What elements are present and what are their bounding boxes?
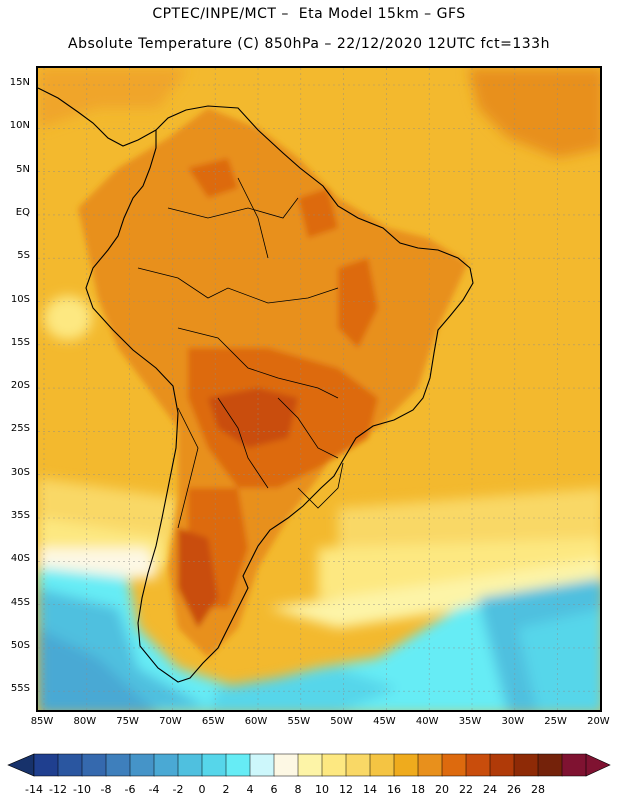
- colorbar-label: 26: [507, 783, 521, 796]
- colorbar-label: 20: [435, 783, 449, 796]
- lon-label: 75W: [116, 716, 139, 727]
- lat-label: 5S: [17, 250, 30, 262]
- colorbar-swatch: [513, 753, 539, 777]
- lat-label: 30S: [10, 466, 30, 478]
- lon-label: 35W: [458, 716, 482, 727]
- lon-label: 80W: [73, 716, 97, 727]
- colorbar-label: 16: [387, 783, 401, 796]
- colorbar-label: -4: [148, 783, 160, 796]
- colorbar-swatch: [441, 753, 467, 777]
- colorbar-swatch: [81, 753, 107, 777]
- lon-label: 50W: [330, 716, 353, 727]
- colorbar-swatch: [489, 753, 515, 777]
- colorbar-arrow-left: [7, 753, 35, 777]
- colorbar-swatch: [273, 753, 299, 777]
- colorbar-label: 28: [531, 783, 545, 796]
- lat-label: 50S: [10, 639, 30, 651]
- lat-label: 10N: [9, 120, 30, 132]
- south-america-coastline: [85, 105, 474, 683]
- colorbar-swatch: [561, 753, 587, 777]
- colorbar-swatch: [153, 753, 179, 777]
- colorbar-swatch: [417, 753, 443, 777]
- colorbar-label: 12: [339, 783, 353, 796]
- lat-label: 10S: [10, 293, 30, 305]
- colorbar-label: 4: [246, 783, 254, 796]
- colorbar-label: 8: [294, 783, 302, 796]
- lon-label: 65W: [201, 716, 225, 727]
- lat-label: 35S: [10, 510, 30, 521]
- colorbar-label: -8: [100, 783, 112, 796]
- colorbar-swatch: [177, 753, 203, 777]
- colorbar-label: 0: [198, 783, 206, 796]
- lon-label: 55W: [287, 716, 311, 727]
- colorbar-label: -10: [73, 783, 91, 796]
- colorbar-label: -6: [124, 783, 136, 796]
- colorbar-label: 24: [483, 783, 497, 796]
- map-title-line1: CPTEC/INPE/MCT – Eta Model 15km – GFS: [152, 6, 466, 22]
- colorbar-label: 18: [411, 783, 425, 796]
- lat-label: 40S: [10, 553, 30, 565]
- central-america-coastline: [38, 87, 157, 147]
- colorbar-swatch: [321, 753, 347, 777]
- lat-label: 15N: [9, 77, 30, 88]
- graticule: [38, 68, 600, 710]
- lon-label: 20W: [587, 716, 610, 727]
- colorbar-swatch: [465, 753, 491, 777]
- colorbar-arrow-right: [585, 753, 611, 777]
- colorbar-label: 22: [459, 783, 473, 796]
- lon-label: 40W: [415, 716, 439, 727]
- colorbar-swatch: [201, 753, 227, 777]
- colorbar-swatch: [33, 753, 59, 777]
- lat-label: 45S: [10, 596, 30, 608]
- lat-label: 20S: [10, 380, 30, 392]
- colorbar-swatch: [393, 753, 419, 777]
- lat-label: 15S: [10, 336, 30, 348]
- colorbar-label: 6: [270, 783, 278, 796]
- lat-label: EQ: [15, 206, 30, 218]
- lat-label: 55S: [10, 683, 30, 695]
- colorbar-swatch: [225, 753, 251, 777]
- temperature-field: [38, 68, 600, 710]
- lat-label: 25S: [10, 423, 30, 435]
- colorbar-swatch: [369, 753, 395, 777]
- colorbar-swatch: [537, 753, 563, 777]
- lon-label: 70W: [159, 716, 182, 727]
- colorbar-swatch: [129, 753, 155, 777]
- colorbar-label: 2: [222, 783, 230, 796]
- colorbar-swatch: [345, 753, 371, 777]
- continental-temperature: [78, 108, 468, 658]
- colorbar-label: -12: [49, 783, 67, 796]
- colorbar-swatch: [297, 753, 323, 777]
- lon-label: 45W: [373, 716, 396, 727]
- colorbar-label: -2: [172, 783, 184, 796]
- colorbar-label: 14: [363, 783, 377, 796]
- colorbar-swatch: [105, 753, 131, 777]
- lat-label: 5N: [16, 163, 30, 175]
- colorbar-swatch: [249, 753, 275, 777]
- colorbar: [7, 753, 611, 777]
- map-title-line2: Absolute Temperature (C) 850hPa – 22/12/…: [68, 36, 550, 52]
- colorbar-label: 10: [315, 783, 329, 796]
- colorbar-label: -14: [25, 783, 43, 796]
- lon-label: 60W: [244, 716, 268, 727]
- lon-label: 25W: [544, 716, 567, 727]
- temperature-map: [36, 66, 602, 712]
- lon-label: 85W: [30, 716, 54, 727]
- lon-label: 30W: [501, 716, 525, 727]
- country-borders: [137, 177, 344, 529]
- colorbar-swatch: [57, 753, 83, 777]
